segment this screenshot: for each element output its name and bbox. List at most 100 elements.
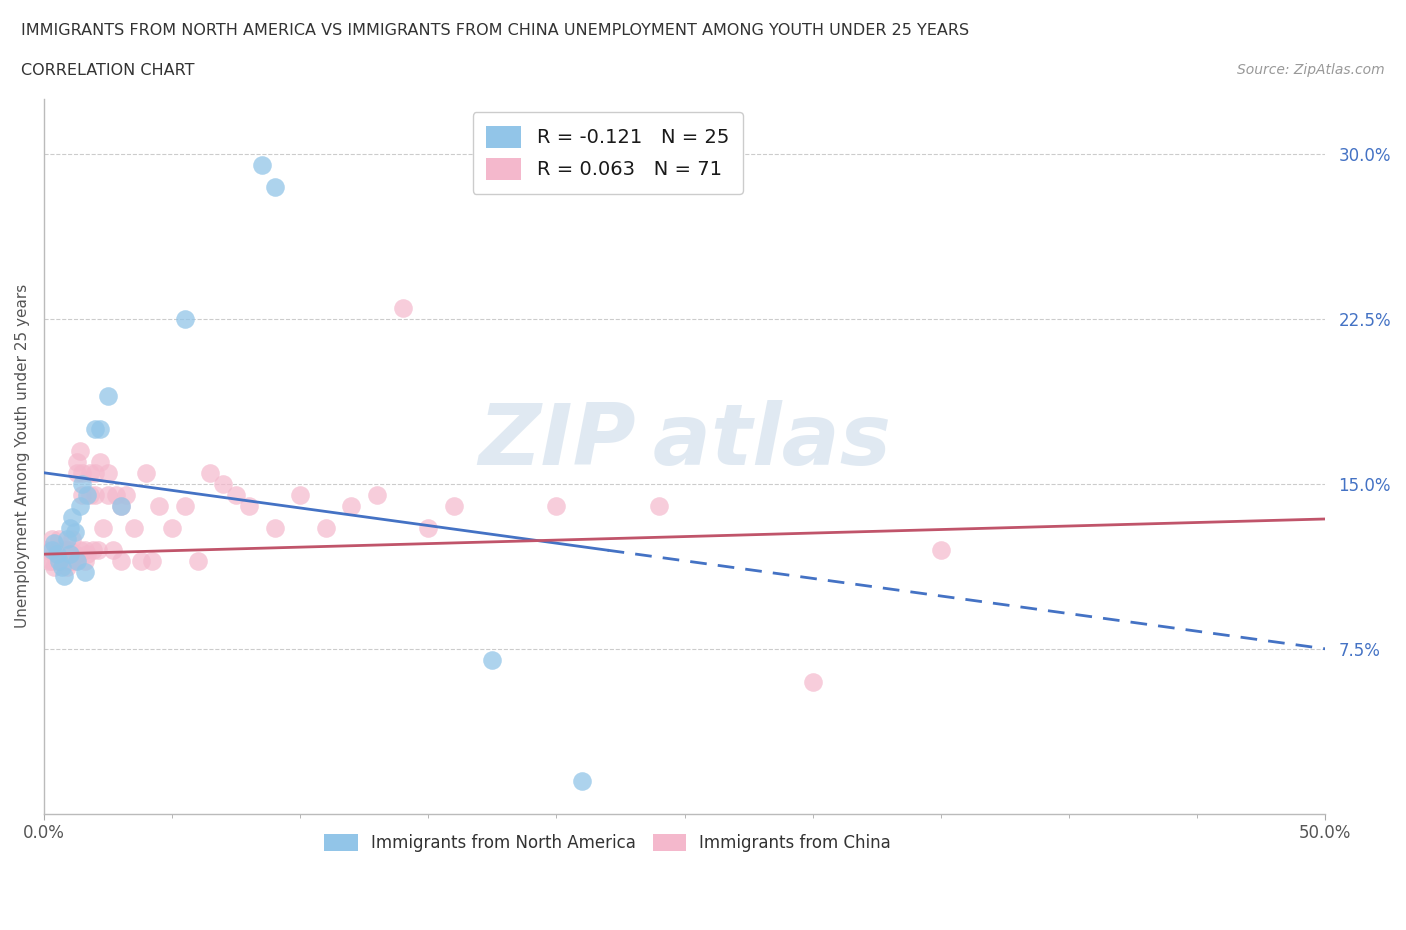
Point [76,547,98,562]
Point [38,553,60,568]
Text: Source: ZipAtlas.com: Source: ZipAtlas.com [1237,63,1385,77]
Point [91,521,114,536]
Point [110,498,132,513]
Point [60,553,83,568]
Point [648,498,671,513]
Point [63,525,86,539]
Point [129,553,152,568]
Point [72,465,94,480]
Point [51,547,73,562]
Point [238,498,260,513]
Point [84,487,107,502]
Point [72,476,94,491]
Point [115,487,138,502]
Point [56,531,79,546]
Point [44,547,66,562]
Point [48,531,70,546]
Point [53,542,76,557]
Point [51,560,73,575]
Point [58,521,80,536]
Point [45,542,67,557]
Point [63,553,86,568]
Point [250,157,273,172]
Point [104,487,127,502]
Point [418,521,440,536]
Text: ZIP atlas: ZIP atlas [478,401,891,484]
Point [173,498,195,513]
Point [366,487,388,502]
Point [79,465,101,480]
Point [263,179,285,194]
Point [44,560,66,575]
Point [84,421,107,436]
Point [45,547,67,562]
Point [58,542,80,557]
Point [212,476,235,491]
Point [187,553,209,568]
Point [60,510,83,525]
Point [315,521,337,536]
Point [76,487,98,502]
Point [48,553,70,568]
Point [51,553,73,568]
Point [160,521,183,536]
Point [41,531,63,546]
Point [141,553,163,568]
Point [60,531,83,546]
Legend: Immigrants from North America, Immigrants from China: Immigrants from North America, Immigrant… [318,828,897,859]
Point [56,542,79,557]
Point [73,553,96,568]
Text: IMMIGRANTS FROM NORTH AMERICA VS IMMIGRANTS FROM CHINA UNEMPLOYMENT AMONG YOUTH : IMMIGRANTS FROM NORTH AMERICA VS IMMIGRA… [21,23,969,38]
Point [97,389,120,404]
Point [45,553,67,568]
Point [84,465,107,480]
Point [571,774,593,789]
Point [53,553,76,568]
Point [58,553,80,568]
Point [82,542,104,557]
Point [101,542,124,557]
Point [53,569,76,584]
Point [79,487,101,502]
Point [58,553,80,568]
Point [69,542,91,557]
Point [66,455,89,470]
Point [340,498,363,513]
Point [58,547,80,562]
Point [135,465,157,480]
Point [73,542,96,557]
Text: CORRELATION CHART: CORRELATION CHART [21,63,194,78]
Point [391,300,413,315]
Point [97,465,120,480]
Point [288,487,311,502]
Point [225,487,247,502]
Point [63,547,86,562]
Y-axis label: Unemployment Among Youth under 25 years: Unemployment Among Youth under 25 years [15,285,30,629]
Point [89,421,111,436]
Point [48,553,70,568]
Point [110,498,132,513]
Point [263,521,285,536]
Point [41,553,63,568]
Point [122,521,145,536]
Point [56,560,79,575]
Point [200,465,222,480]
Point [66,465,89,480]
Point [35,542,58,557]
Point [69,498,91,513]
Point [41,542,63,557]
Point [97,487,120,502]
Point [110,553,132,568]
Point [72,487,94,502]
Point [929,542,952,557]
Point [69,444,91,458]
Point [66,553,89,568]
Point [44,536,66,551]
Point [546,498,568,513]
Point [481,652,503,667]
Point [801,674,824,689]
Point [86,542,108,557]
Point [89,455,111,470]
Point [148,498,170,513]
Point [73,565,96,579]
